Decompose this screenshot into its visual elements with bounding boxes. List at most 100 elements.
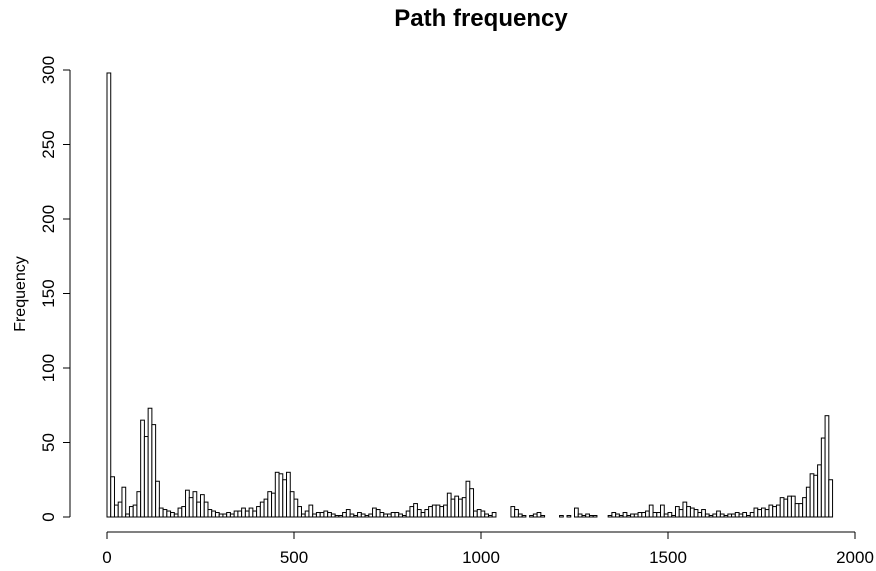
histogram-bar <box>574 507 579 518</box>
histogram-bar <box>267 491 273 518</box>
histogram-bar <box>211 510 216 518</box>
histogram-bar <box>439 506 445 518</box>
histogram-bar <box>364 515 370 518</box>
histogram-bar <box>734 512 740 518</box>
histogram-bar <box>357 512 362 518</box>
histogram-bar <box>585 513 590 518</box>
histogram-bar <box>633 513 639 518</box>
x-tick-label: 0 <box>102 548 111 567</box>
histogram-bar <box>701 509 706 518</box>
histogram-bar <box>622 512 628 518</box>
histogram-bar <box>372 507 377 518</box>
histogram-bar <box>450 498 456 518</box>
histogram-bar <box>155 480 160 518</box>
histogram-bar <box>813 474 819 518</box>
histogram-bar <box>435 504 441 518</box>
histogram-bar <box>338 515 344 518</box>
histogram-bar <box>805 486 811 518</box>
histogram-bar <box>738 513 744 518</box>
histogram-bar <box>727 513 733 518</box>
histogram-bar <box>308 504 314 518</box>
x-ticks-group: 0 500 1000 1500 2000 <box>102 532 874 567</box>
histogram-bar <box>170 512 175 518</box>
histogram-bar <box>824 415 830 518</box>
histogram-bar <box>615 513 620 518</box>
histogram-bar <box>656 512 662 518</box>
histogram-bar <box>162 509 168 518</box>
histogram-bar <box>682 501 688 518</box>
histogram-bar <box>731 513 736 518</box>
histogram-bar <box>143 436 149 518</box>
histogram-bar <box>761 507 766 518</box>
histogram-bar <box>712 513 718 518</box>
histogram-bar <box>300 513 306 518</box>
histogram-bar <box>379 512 385 518</box>
histogram-bar <box>689 507 695 518</box>
histogram-bar <box>110 476 115 518</box>
histogram-bar <box>327 512 332 518</box>
y-tick-label: 100 <box>39 354 58 382</box>
histogram-bar <box>368 513 374 518</box>
histogram-bar <box>409 506 415 518</box>
histogram-bar <box>248 507 254 518</box>
histogram-bar <box>529 515 534 518</box>
histogram-bar <box>185 489 190 518</box>
histogram-bar <box>424 509 430 518</box>
histogram-bar <box>218 513 224 518</box>
histogram-bar <box>222 513 228 518</box>
histogram-bar <box>319 512 325 518</box>
histogram-bar <box>469 488 475 518</box>
histogram-bar <box>686 506 691 518</box>
histogram-bar <box>768 504 774 518</box>
histogram-bar <box>173 513 179 518</box>
histogram-bar <box>106 72 112 518</box>
histogram-bar <box>342 512 347 518</box>
histogram-bar <box>282 479 288 518</box>
histogram-bar <box>413 503 418 518</box>
histogram-bar <box>697 512 703 518</box>
histogram-bar <box>203 501 209 518</box>
histogram-bar <box>618 515 624 518</box>
histogram-bar <box>559 515 564 518</box>
histogram-bar <box>592 515 598 518</box>
histogram-bar <box>140 419 145 518</box>
histogram-bar <box>286 471 291 518</box>
histogram-bar <box>401 515 407 518</box>
histogram-bar <box>645 510 650 518</box>
histogram-bar <box>207 509 213 518</box>
histogram-bar <box>113 504 119 518</box>
histogram-bar <box>128 506 134 518</box>
histogram-bar <box>708 515 714 518</box>
histogram-bar <box>166 510 172 518</box>
histogram-bar <box>274 471 280 518</box>
histogram-bar <box>158 507 164 518</box>
histogram-bar <box>443 504 448 518</box>
histogram-bar <box>387 513 392 518</box>
histogram-bar <box>244 510 250 518</box>
histogram-bar <box>132 504 138 518</box>
y-axis-label: Frequency <box>12 256 29 332</box>
histogram-bar <box>746 515 751 518</box>
histogram-bar <box>383 513 389 518</box>
histogram-bar <box>820 437 826 518</box>
histogram-bar <box>125 513 130 518</box>
histogram-bar <box>648 504 654 518</box>
histogram-bar <box>304 510 310 518</box>
histogram-bar <box>809 473 815 518</box>
y-tick-label: 250 <box>39 130 58 158</box>
histogram-bar <box>783 498 789 518</box>
histogram-bar <box>536 512 542 518</box>
histogram-bar <box>828 479 834 518</box>
histogram-bar <box>416 509 422 518</box>
histogram-bar <box>588 515 594 518</box>
histogram-bar <box>514 509 519 518</box>
histogram-bar <box>779 497 785 518</box>
histogram-bar <box>360 513 366 518</box>
histogram-bar <box>794 503 800 518</box>
histogram-bar <box>241 507 246 518</box>
histogram-bar <box>259 501 265 518</box>
histogram-bar <box>790 495 796 518</box>
histogram-bar <box>719 513 725 518</box>
y-tick-label: 150 <box>39 279 58 307</box>
